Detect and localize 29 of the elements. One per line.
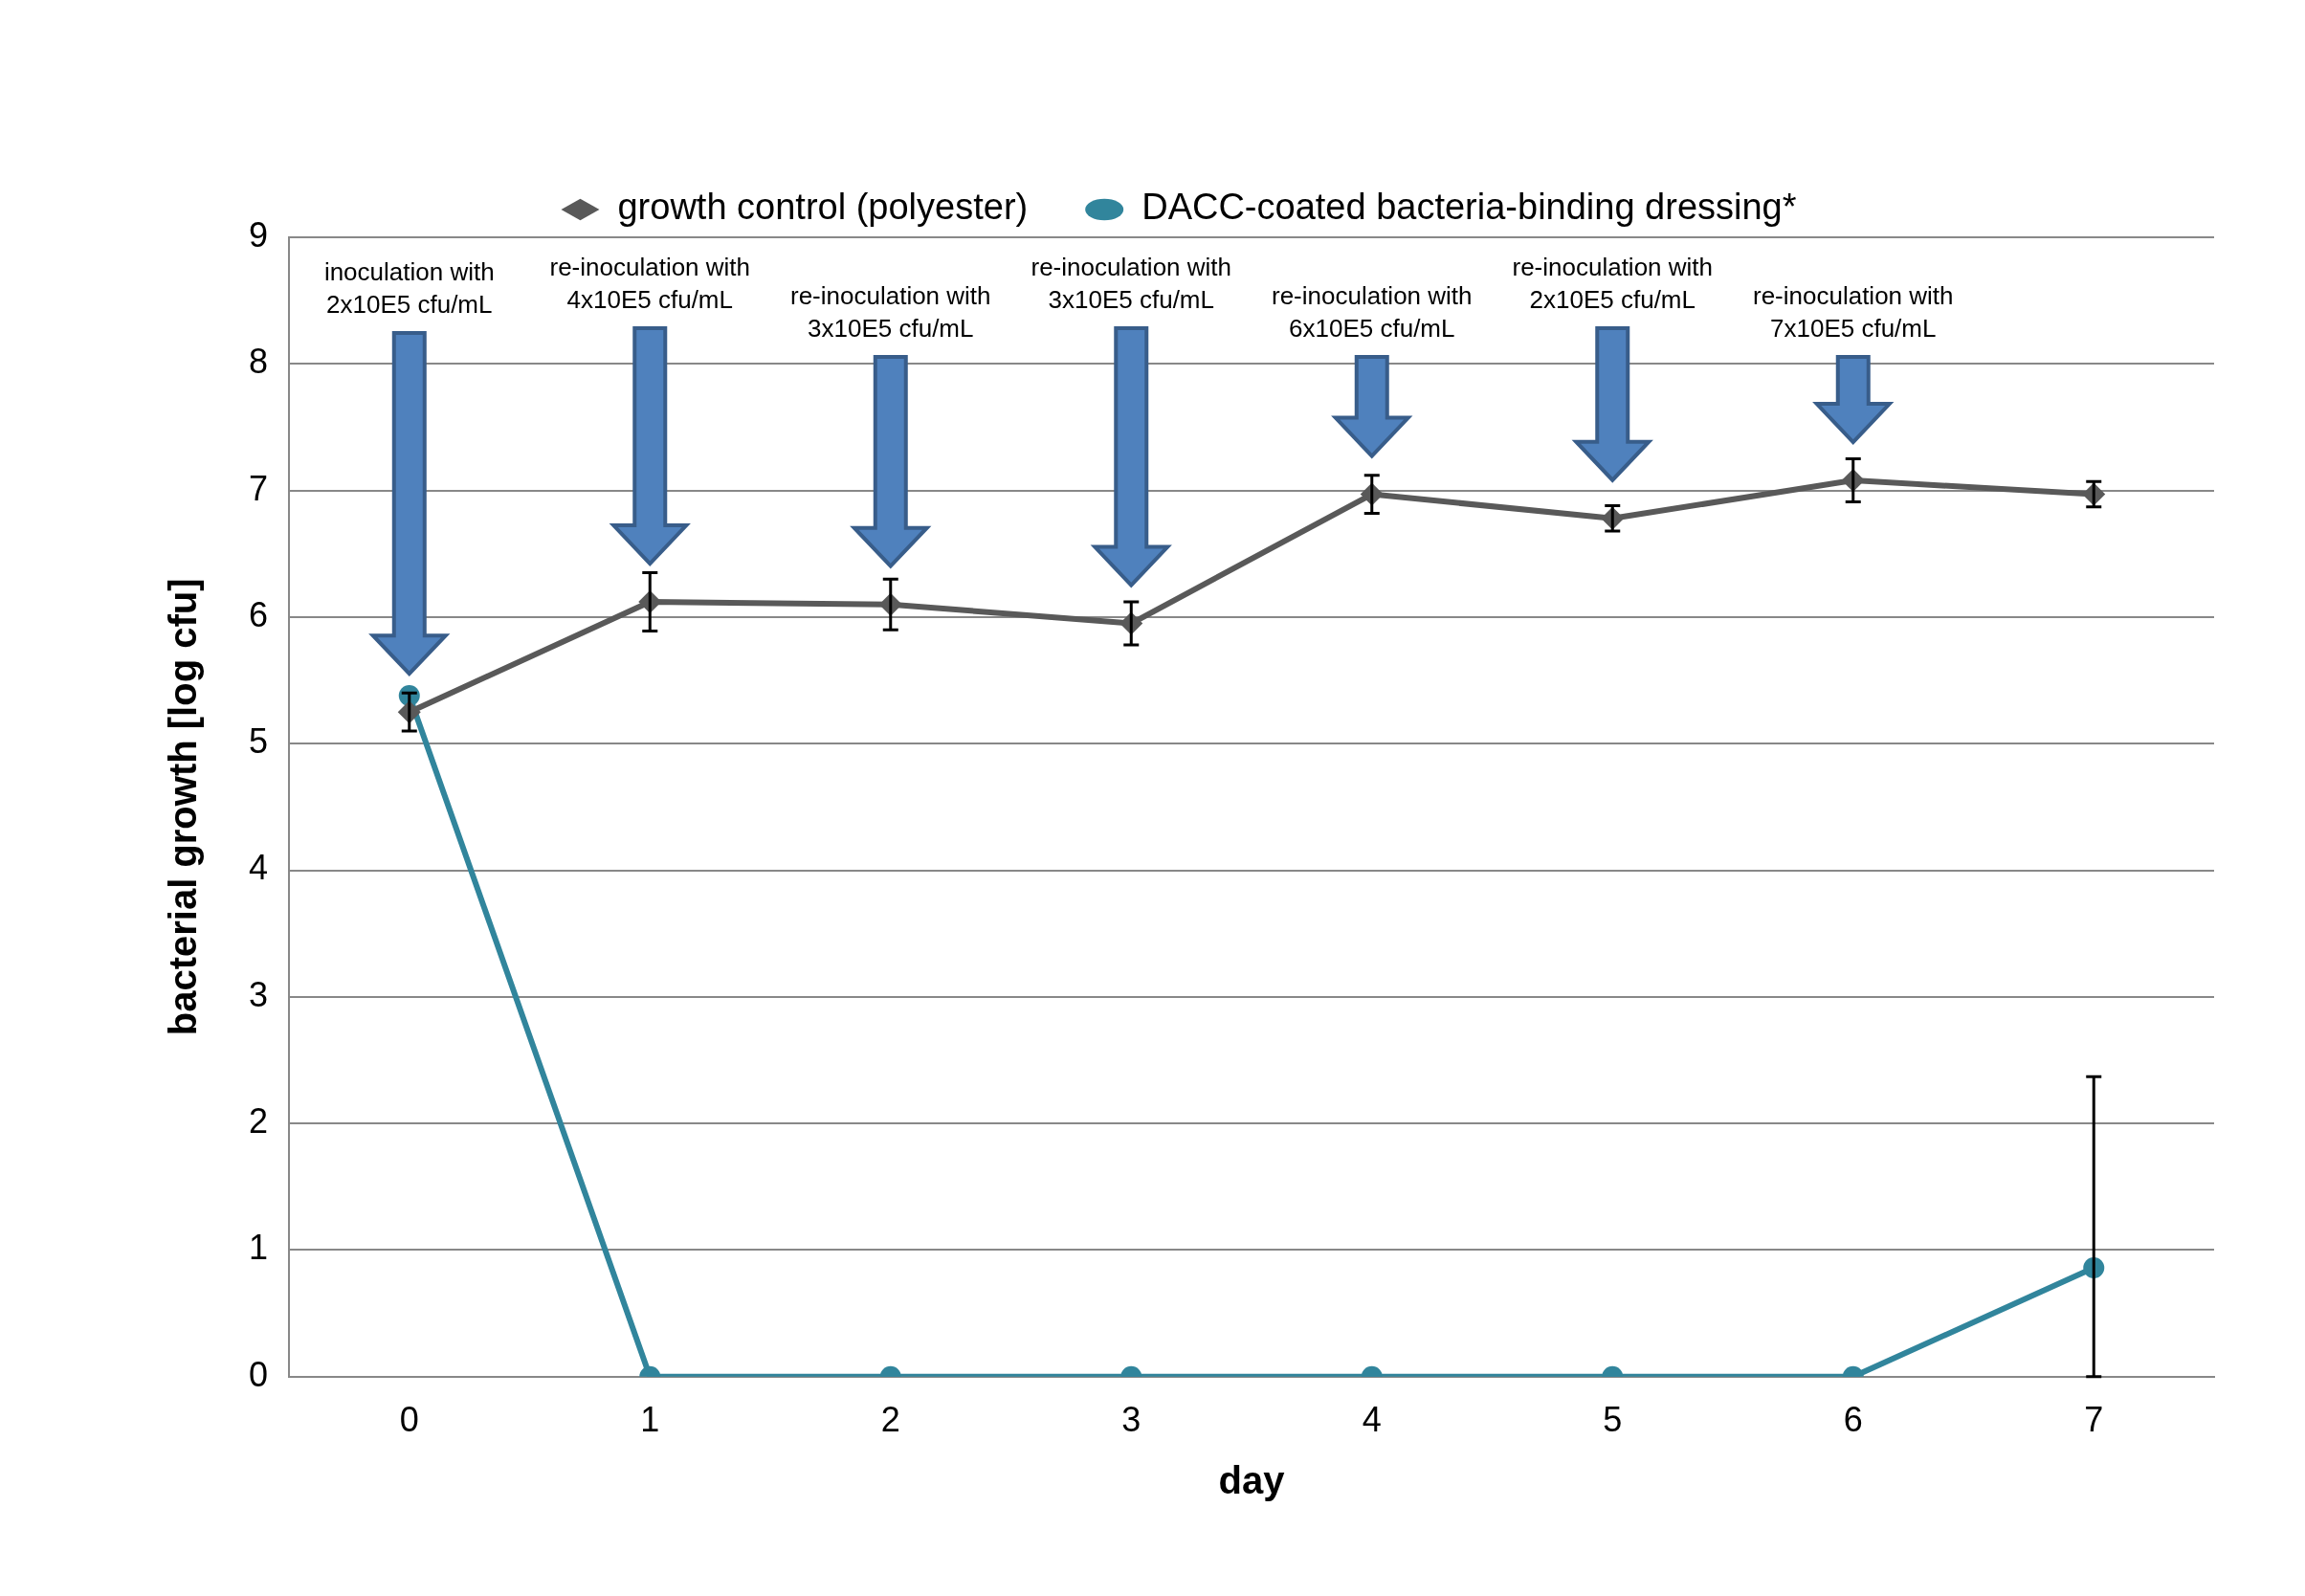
y-tick-label: 0 <box>248 1354 269 1394</box>
annotation: re-inoculation with 3x10E5 cfu/mL <box>789 281 991 344</box>
x-tick-label: 6 <box>1843 1400 1863 1440</box>
annotation: re-inoculation with 3x10E5 cfu/mL <box>1031 253 1232 315</box>
y-tick-label: 7 <box>248 468 269 508</box>
legend-label: growth control (polyester) <box>617 187 1029 228</box>
y-tick-label: 2 <box>248 1101 269 1142</box>
annotation: re-inoculation with 2x10E5 cfu/mL <box>1512 253 1714 315</box>
y-tick-label: 4 <box>248 848 269 888</box>
y-tick-label: 1 <box>248 1228 269 1268</box>
annotation: re-inoculation with 4x10E5 cfu/mL <box>549 253 751 315</box>
x-tick-label: 2 <box>880 1400 900 1440</box>
y-tick-label: 8 <box>248 342 269 382</box>
x-tick-label: 3 <box>1121 1400 1141 1440</box>
x-tick-label: 5 <box>1603 1400 1623 1440</box>
y-tick-label: 3 <box>248 974 269 1014</box>
x-axis-title: day <box>1218 1459 1286 1502</box>
legend-label: DACC-coated bacteria-binding dressing* <box>1141 187 1797 228</box>
annotation: re-inoculation with 6x10E5 cfu/mL <box>1271 281 1473 344</box>
x-tick-label: 7 <box>2084 1400 2104 1440</box>
x-tick-label: 0 <box>399 1400 419 1440</box>
y-axis-title: bacterial growth [log cfu] <box>162 578 205 1036</box>
annotation: re-inoculation with 7x10E5 cfu/mL <box>1752 281 1954 344</box>
x-tick-label: 1 <box>640 1400 660 1440</box>
x-tick-label: 4 <box>1362 1400 1382 1440</box>
y-tick-label: 5 <box>248 721 269 762</box>
annotation: inoculation with 2x10E5 cfu/mL <box>323 257 495 320</box>
y-tick-label: 9 <box>248 214 269 255</box>
y-tick-label: 6 <box>248 594 269 634</box>
